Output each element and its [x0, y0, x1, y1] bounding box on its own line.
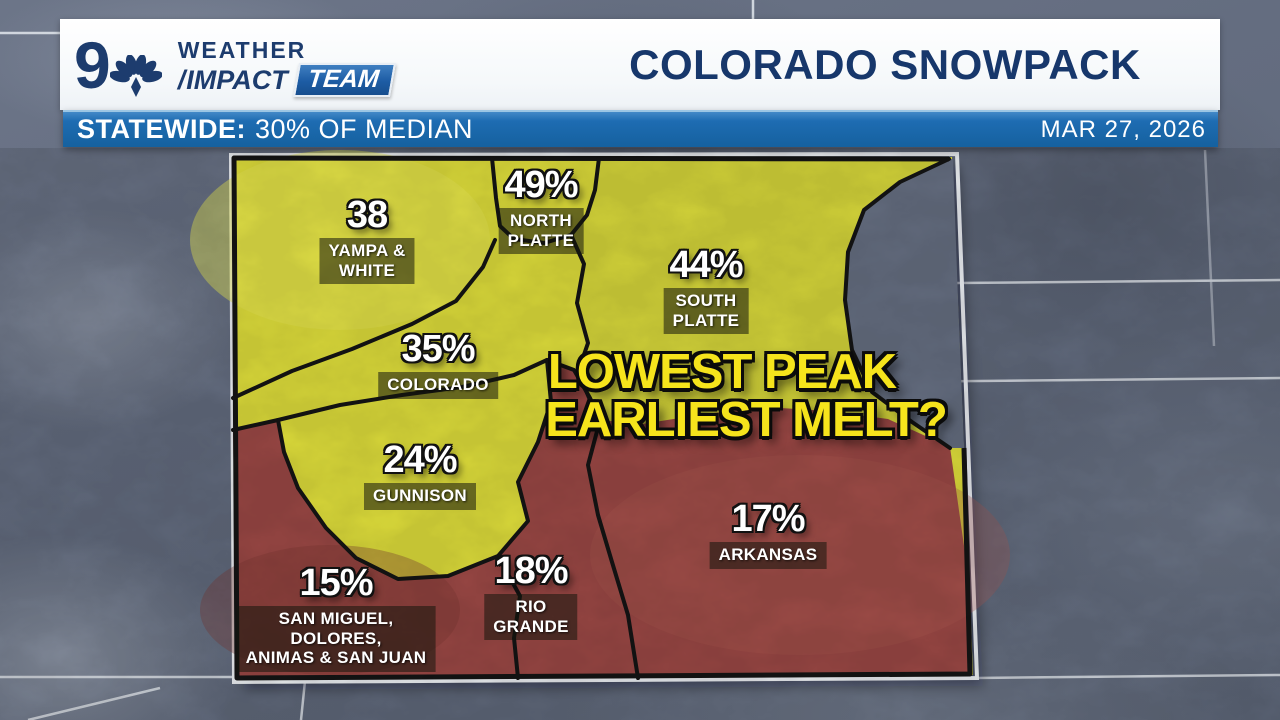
peacock-icon	[109, 55, 162, 97]
statewide-label: STATEWIDE:	[77, 114, 246, 144]
station-number: 9	[74, 28, 111, 102]
basin-label-colorado: 35% COLORADO	[378, 330, 498, 399]
basin-name: GUNNISON	[363, 483, 477, 510]
date-label: MAR 27, 2026	[1040, 115, 1206, 143]
page-title: COLORADO SNOWPACK	[629, 40, 1141, 88]
basin-name: YAMPA & WHITE	[319, 238, 415, 285]
brand-impact: IMPACT	[186, 64, 288, 95]
header-bar: 9 WEATHER / IMPACT TEAM	[60, 19, 1220, 110]
statewide-bar: STATEWIDE: 30% OF MEDIAN MAR 27, 2026	[63, 110, 1218, 147]
basin-name: ARKANSAS	[709, 542, 827, 569]
statewide-value: 30% OF MEDIAN	[254, 114, 474, 144]
basin-label-arkansas: 17% ARKANSAS	[709, 498, 827, 569]
headline-line-1: LOWEST PEAK	[547, 345, 897, 399]
brand-block: WEATHER / IMPACT TEAM	[177, 37, 396, 97]
basin-value: 38	[346, 194, 388, 236]
team-badge-label: TEAM	[306, 65, 381, 93]
basin-value: 35%	[401, 328, 475, 370]
basin-value: 18%	[494, 550, 568, 592]
basin-name: SAN MIGUEL, DOLORES, ANIMAS & SAN JUAN	[236, 606, 436, 672]
basin-value: 49%	[504, 164, 578, 206]
basin-name: COLORADO	[378, 372, 498, 399]
basin-label-gunnison: 24% GUNNISON	[363, 439, 477, 510]
basin-label-san-miguel-dolores-animas-san-juan: 15% SAN MIGUEL, DOLORES, ANIMAS & SAN JU…	[236, 562, 436, 672]
station-logo: 9 WEATHER / IMPACT TEAM	[74, 27, 396, 103]
basin-name: SOUTH PLATTE	[663, 288, 749, 335]
team-badge: TEAM	[292, 63, 396, 97]
basin-label-yampa-white: 38 YAMPA & WHITE	[319, 194, 415, 285]
basin-label-north-platte: 49% NORTH PLATTE	[498, 164, 584, 255]
basin-name: RIO GRANDE	[484, 594, 578, 641]
basin-value: 24%	[383, 439, 457, 481]
basin-label-south-platte: 44% SOUTH PLATTE	[663, 244, 749, 335]
brand-slash: /	[177, 64, 186, 95]
brand-weather: WEATHER	[177, 37, 307, 63]
headline-line-2: EARLIEST MELT?	[545, 393, 948, 447]
basin-label-rio-grande: 18% RIO GRANDE	[484, 550, 578, 641]
basin-value: 44%	[669, 244, 743, 286]
basin-value: 15%	[299, 562, 373, 604]
terrain-noise	[0, 148, 1280, 720]
basin-value: 17%	[731, 498, 805, 540]
basin-name: NORTH PLATTE	[498, 208, 584, 255]
